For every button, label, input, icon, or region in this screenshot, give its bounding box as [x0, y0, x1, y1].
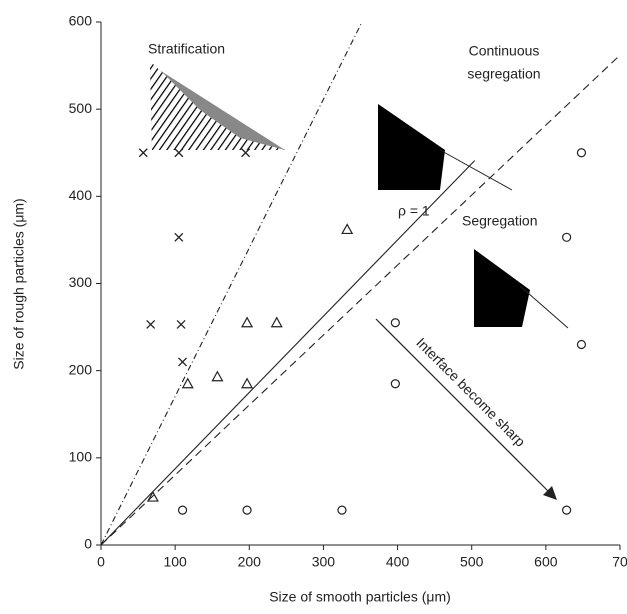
point [138, 148, 148, 158]
point [241, 316, 254, 328]
point [390, 318, 400, 328]
point [241, 377, 254, 389]
y-tick-label: 300 [69, 274, 93, 290]
stratification-shade [150, 64, 285, 150]
marker-shape [241, 316, 254, 328]
arrow-head [543, 486, 557, 500]
y-tick-label: 200 [69, 361, 93, 377]
point [146, 490, 159, 502]
x-axis-label: Size of smooth particles (μm) [269, 589, 451, 605]
point [576, 339, 587, 350]
marker-stroke [174, 148, 184, 158]
marker-shape [562, 505, 572, 515]
marker-shape [576, 148, 587, 158]
marker-shape [341, 223, 354, 235]
point [176, 320, 186, 329]
marker-stroke [146, 320, 156, 329]
insets [150, 64, 569, 500]
marker-shape [181, 377, 194, 389]
point [337, 505, 347, 515]
point [562, 232, 572, 242]
arrow-shaft [375, 318, 555, 498]
marker-shape [241, 377, 254, 389]
x-tick-label: 600 [534, 554, 558, 570]
point [178, 357, 188, 367]
marker-shape [177, 505, 188, 515]
annotation: Stratification [148, 41, 225, 57]
point [562, 505, 572, 515]
y-tick-label: 500 [69, 100, 93, 116]
marker-stroke [178, 357, 188, 367]
point [174, 148, 184, 158]
marker-stroke [174, 232, 184, 242]
point [177, 505, 188, 515]
reference-line [100, 160, 476, 546]
continuous-slope [439, 149, 513, 191]
segregation-inset [474, 249, 530, 327]
point [390, 379, 400, 389]
reference-line [100, 54, 621, 546]
point [211, 370, 224, 382]
marker-stroke [138, 148, 148, 158]
segregation-slope [519, 285, 569, 329]
annotation: Interface become sharp [413, 334, 528, 449]
marker-stroke [241, 148, 251, 158]
point [242, 505, 252, 515]
y-axis-label: Size of rough particles (μm) [11, 198, 27, 369]
x-tick-label: 300 [312, 554, 336, 570]
annotation: Segregation [462, 213, 538, 229]
marker-shape [337, 505, 347, 515]
marker-shape [146, 490, 159, 502]
x-tick-label: 0 [97, 554, 105, 570]
marker-shape [390, 379, 400, 389]
marker-shape [576, 339, 587, 350]
point [181, 377, 194, 389]
marker-shape [242, 505, 252, 515]
y-tick-label: 600 [69, 13, 93, 29]
x-tick-label: 200 [238, 554, 262, 570]
marker-shape [211, 370, 224, 382]
reference-line [100, 21, 363, 546]
y-tick-label: 100 [69, 449, 93, 465]
x-tick-label: 400 [386, 554, 410, 570]
y-tick-label: 0 [84, 536, 92, 552]
y-tick-label: 400 [69, 187, 93, 203]
marker-stroke [176, 320, 186, 329]
annotation: segregation [467, 66, 540, 82]
marker-shape [562, 232, 572, 242]
x-tick-label: 500 [460, 554, 484, 570]
point [174, 232, 184, 242]
continuous-inset [378, 104, 445, 190]
point [341, 223, 354, 235]
point [270, 316, 283, 328]
x-tick-label: 70 [612, 554, 627, 570]
x-tick-label: 100 [163, 554, 187, 570]
point [576, 148, 587, 158]
annotation: ρ = 1 [398, 203, 430, 219]
annotation: Continuous [469, 43, 540, 59]
marker-shape [390, 318, 400, 328]
point [146, 320, 156, 329]
marker-shape [270, 316, 283, 328]
point [241, 148, 251, 158]
